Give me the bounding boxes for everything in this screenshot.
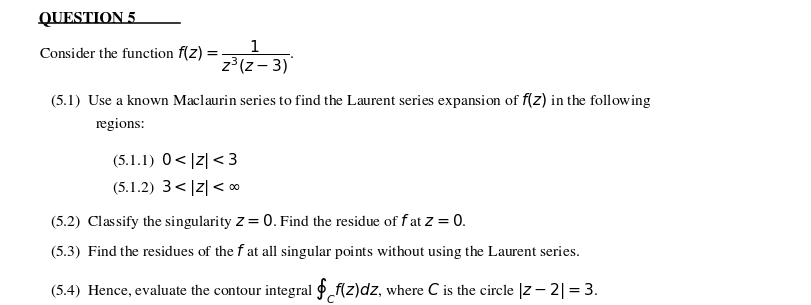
Text: (5.1)  Use a known Maclaurin series to find the Laurent series expansion of $f(z: (5.1) Use a known Maclaurin series to fi… xyxy=(50,92,651,110)
Text: QUESTION 5: QUESTION 5 xyxy=(39,11,135,26)
Text: (5.1.1)  $0 < |z| < 3$: (5.1.1) $0 < |z| < 3$ xyxy=(112,151,238,171)
Text: (5.2)  Classify the singularity $z = 0$. Find the residue of $f$ at $z = 0$.: (5.2) Classify the singularity $z = 0$. … xyxy=(50,212,467,231)
Text: Consider the function $f(z) = \dfrac{1}{z^3(z-3)}$.: Consider the function $f(z) = \dfrac{1}{… xyxy=(39,38,294,76)
Text: (5.1.2)  $3 < |z| < \infty$: (5.1.2) $3 < |z| < \infty$ xyxy=(112,178,241,199)
Text: (5.3)  Find the residues of the $f$ at all singular points without using the Lau: (5.3) Find the residues of the $f$ at al… xyxy=(50,242,580,261)
Text: (5.4)  Hence, evaluate the contour integral $\oint_C f(z)dz$, where $C$ is the c: (5.4) Hence, evaluate the contour integr… xyxy=(50,276,599,305)
Text: regions:: regions: xyxy=(96,117,145,131)
